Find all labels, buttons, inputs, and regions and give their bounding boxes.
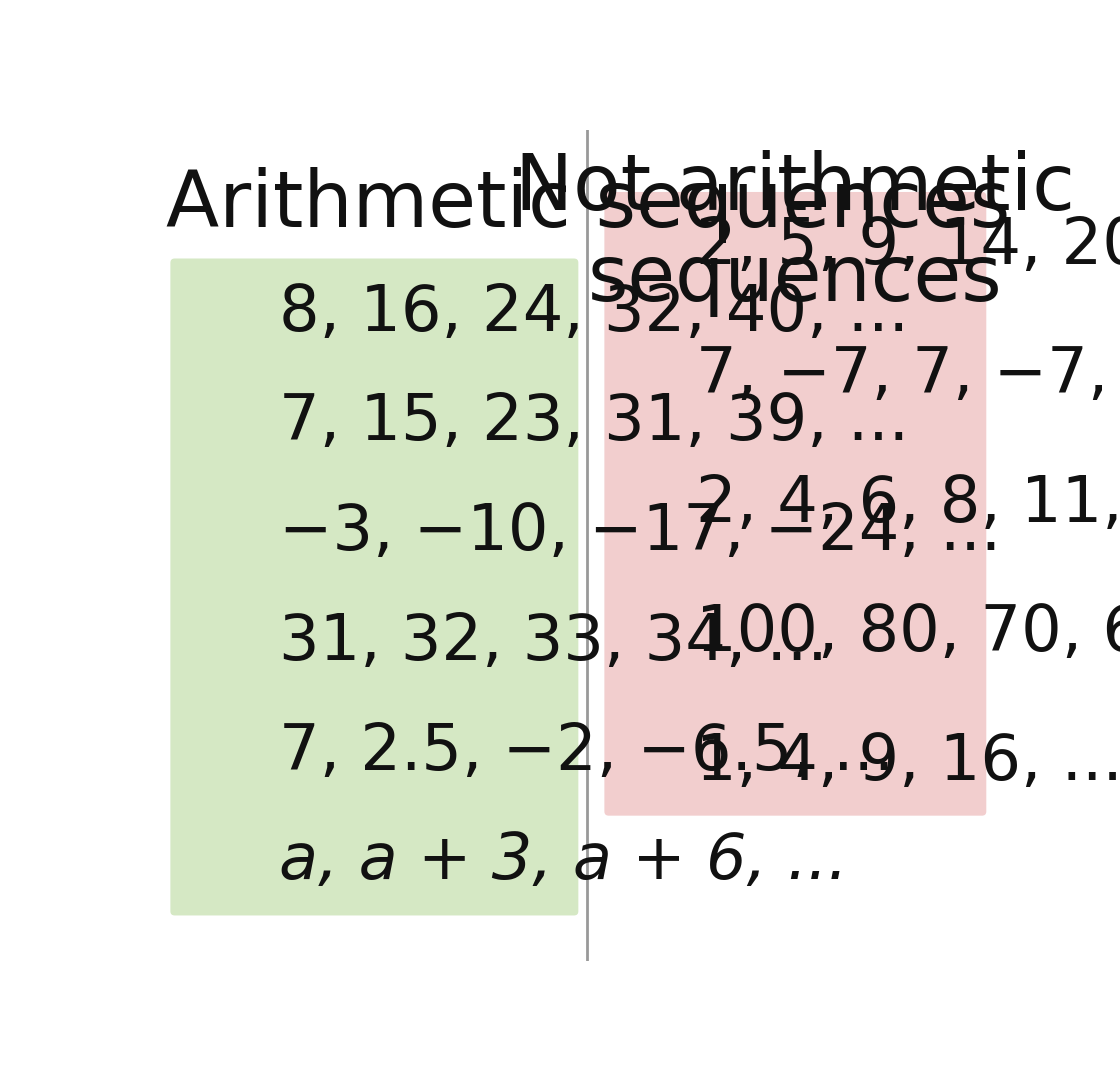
Text: 8, 16, 24, 32, 40, ...: 8, 16, 24, 32, 40, ... bbox=[279, 282, 908, 343]
Text: 7, 15, 23, 31, 39, ...: 7, 15, 23, 31, 39, ... bbox=[279, 391, 909, 454]
Text: 100, 80, 70, 65, ...: 100, 80, 70, 65, ... bbox=[696, 602, 1120, 664]
Text: 31, 32, 33, 34, ...: 31, 32, 33, 34, ... bbox=[279, 611, 828, 673]
FancyBboxPatch shape bbox=[605, 192, 987, 815]
Text: 2, 4, 6, 8, 11, ...: 2, 4, 6, 8, 11, ... bbox=[696, 473, 1120, 535]
Text: 1, 4, 9, 16, ...: 1, 4, 9, 16, ... bbox=[696, 730, 1120, 793]
Text: Not arithmetic
sequences: Not arithmetic sequences bbox=[515, 150, 1075, 318]
Text: −3, −10, −17, −24, ...: −3, −10, −17, −24, ... bbox=[279, 501, 1001, 563]
Text: 7, 2.5, −2, −6.5, ...: 7, 2.5, −2, −6.5, ... bbox=[279, 720, 894, 783]
Text: a, a + 3, a + 6, ...: a, a + 3, a + 6, ... bbox=[279, 831, 848, 892]
FancyBboxPatch shape bbox=[170, 258, 578, 916]
Text: 7, −7, 7, −7, 7, ...: 7, −7, 7, −7, 7, ... bbox=[696, 343, 1120, 406]
Text: 2, 5, 9, 14, 20, ...: 2, 5, 9, 14, 20, ... bbox=[696, 215, 1120, 278]
Text: Arithmetic sequences: Arithmetic sequences bbox=[166, 167, 1010, 243]
